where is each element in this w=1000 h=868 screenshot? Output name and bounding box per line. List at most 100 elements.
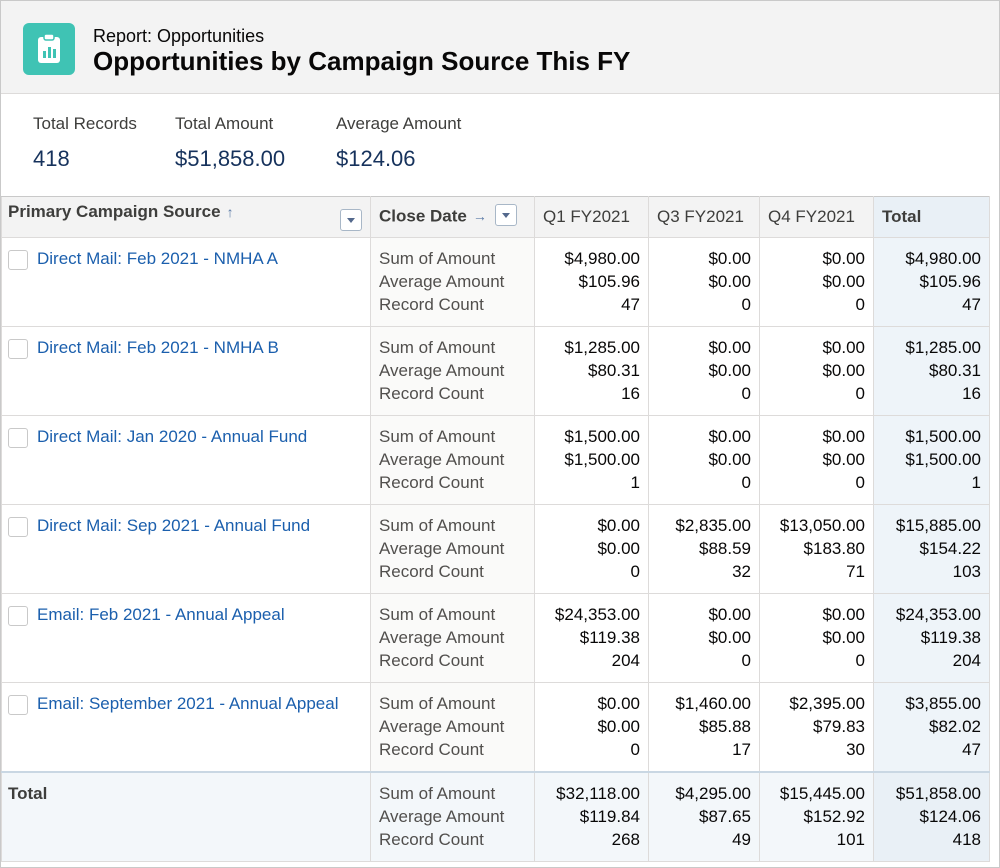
source-cell: Direct Mail: Feb 2021 - NMHA A	[1, 237, 371, 327]
cell-value: 0	[630, 740, 640, 759]
cell-value: $119.38	[920, 628, 981, 647]
value-cell: $24,353.00 $119.38 204	[534, 593, 649, 683]
measure-cell: Sum of Amount Average Amount Record Count	[370, 415, 535, 505]
data-row: Email: Feb 2021 - Annual Appeal Sum of Am…	[1, 593, 990, 683]
source-link[interactable]: Direct Mail: Feb 2021 - NMHA B	[37, 338, 279, 357]
summary-value: 418	[33, 146, 70, 171]
icon-glyph	[38, 33, 60, 63]
cell-value: 101	[836, 830, 865, 849]
cell-value: $0.00	[708, 338, 751, 357]
measure-label: Record Count	[379, 473, 484, 492]
value-cell: $0.00 $0.00 0	[534, 504, 649, 594]
summary-item: Total Records 418	[33, 114, 137, 172]
source-cell: Direct Mail: Jan 2020 - Annual Fund	[1, 415, 371, 505]
data-row: Direct Mail: Sep 2021 - Annual Fund Sum o…	[1, 504, 990, 594]
summary-value: $124.06	[336, 146, 416, 171]
source-link[interactable]: Direct Mail: Feb 2021 - NMHA A	[37, 249, 278, 268]
column-header: Q1 FY2021	[534, 196, 649, 238]
value-cell: $51,858.00 $124.06 418	[873, 771, 990, 862]
value-cell: $2,395.00 $79.83 30	[759, 682, 874, 773]
checkbox[interactable]	[8, 428, 28, 448]
cell-value: $80.31	[929, 361, 981, 380]
summary: Total Records 418 Total Amount $51,858.00 Av…	[1, 94, 999, 196]
checkbox[interactable]	[8, 517, 28, 537]
value-cell: $1,500.00 $1,500.00 1	[873, 415, 990, 505]
column-menu[interactable]	[340, 208, 362, 231]
column-header[interactable]: Close Date →	[370, 196, 535, 238]
value-cell: $4,295.00 $87.65 49	[648, 771, 760, 862]
cell-value: 0	[855, 384, 865, 403]
cell-value: $1,500.00	[905, 450, 981, 469]
column-header: Q3 FY2021	[648, 196, 760, 238]
cell-value: $4,980.00	[905, 249, 981, 268]
column-menu[interactable]	[494, 204, 517, 226]
cell-value: 71	[846, 562, 865, 581]
source-link[interactable]: Email: Feb 2021 - Annual Appeal	[37, 605, 285, 624]
source-cell: Direct Mail: Sep 2021 - Annual Fund	[1, 504, 371, 594]
value-cell: $0.00 $0.00 0	[534, 682, 649, 773]
total-label: Total	[1, 771, 371, 862]
column-label: Close Date	[379, 206, 467, 226]
value-cell: $1,460.00 $85.88 17	[648, 682, 760, 773]
measure-label: Sum of Amount	[379, 516, 496, 535]
cell-value: $0.00	[822, 272, 865, 291]
cell-value: $0.00	[597, 694, 640, 713]
checkbox[interactable]	[8, 250, 28, 270]
data-row: Direct Mail: Feb 2021 - NMHA A Sum of Amo…	[1, 237, 990, 327]
cell-value: $2,835.00	[675, 516, 751, 535]
measure-label: Average Amount	[379, 807, 505, 826]
source-link[interactable]: Direct Mail: Sep 2021 - Annual Fund	[37, 516, 311, 535]
cell-value: 103	[952, 562, 981, 581]
summary-label: Total Amount	[175, 114, 274, 133]
measure-label: Record Count	[379, 384, 484, 403]
measure-cell: Sum of Amount Average Amount Record Count	[370, 237, 535, 327]
value-cell: $1,285.00 $80.31 16	[873, 326, 990, 416]
value-cell: $0.00 $0.00 0	[759, 326, 874, 416]
sort-icon: ↑	[226, 203, 234, 220]
cell-value: $124.06	[919, 807, 981, 826]
cell-value: $88.59	[699, 539, 751, 558]
measure-label: Record Count	[379, 651, 484, 670]
measure-label: Sum of Amount	[379, 427, 496, 446]
value-cell: $3,855.00 $82.02 47	[873, 682, 990, 773]
cell-value: $0.00	[708, 249, 751, 268]
cell-value: 32	[732, 562, 751, 581]
cell-value: $1,500.00	[564, 450, 640, 469]
source-cell: Direct Mail: Feb 2021 - NMHA B	[1, 326, 371, 416]
cell-value: $0.00	[822, 450, 865, 469]
value-cell: $0.00 $0.00 0	[759, 593, 874, 683]
source-link[interactable]: Direct Mail: Jan 2020 - Annual Fund	[37, 427, 308, 446]
report-table: Primary Campaign Source ↑ Close Date → Q1 …	[1, 196, 990, 862]
checkbox[interactable]	[8, 695, 28, 715]
cell-value: $0.00	[708, 605, 751, 624]
checkbox[interactable]	[8, 606, 28, 626]
column-header[interactable]: Primary Campaign Source ↑	[1, 196, 371, 238]
value-cell: $4,980.00 $105.96 47	[873, 237, 990, 327]
cell-value: $152.92	[803, 807, 865, 826]
cell-value: $3,855.00	[905, 694, 981, 713]
measure-cell: Sum of Amount Average Amount Record Count	[370, 771, 535, 862]
measure-cell: Sum of Amount Average Amount Record Count	[370, 593, 535, 683]
cell-value: 418	[952, 830, 981, 849]
data-row: Direct Mail: Feb 2021 - NMHA B Sum of Amo…	[1, 326, 990, 416]
cell-value: 16	[962, 384, 981, 403]
data-row: Direct Mail: Jan 2020 - Annual Fund Sum o…	[1, 415, 990, 505]
cell-value: $1,460.00	[675, 694, 751, 713]
cell-value: $2,395.00	[789, 694, 865, 713]
cell-value: $105.96	[919, 272, 981, 291]
value-cell: $0.00 $0.00 0	[648, 593, 760, 683]
cell-value: $0.00	[708, 628, 751, 647]
cell-value: $119.38	[579, 628, 640, 647]
report-title: Opportunities by Campaign Source This FY	[93, 46, 631, 76]
cell-value: $0.00	[822, 628, 865, 647]
measure-label: Average Amount	[379, 539, 505, 558]
cell-value: 0	[741, 473, 751, 492]
cell-value: $85.88	[699, 717, 751, 736]
source-link[interactable]: Email: September 2021 - Annual Appeal	[37, 694, 339, 713]
checkbox[interactable]	[8, 339, 28, 359]
cell-value: $105.96	[578, 272, 640, 291]
cell-value: $119.84	[579, 807, 640, 826]
summary-item: Average Amount $124.06	[336, 114, 461, 172]
cell-value: $80.31	[588, 361, 640, 380]
